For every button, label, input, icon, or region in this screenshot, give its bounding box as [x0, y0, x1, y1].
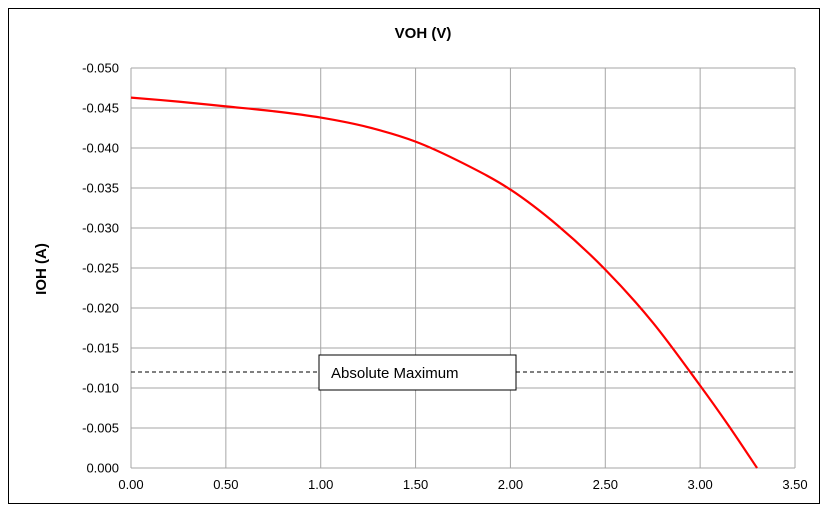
- y-tick-label: -0.015: [82, 341, 119, 356]
- y-tick-label: -0.045: [82, 101, 119, 116]
- x-tick-label: 1.00: [308, 477, 333, 492]
- y-tick-labels: 0.000 -0.005 -0.010 -0.015 -0.020 -0.025 -0.03…: [82, 61, 119, 476]
- y-tick-label: -0.010: [82, 381, 119, 396]
- chart-svg: 0.000 -0.005 -0.010 -0.015 -0.020 -0.025 -0.03…: [33, 25, 808, 492]
- y-tick-label: -0.035: [82, 181, 119, 196]
- annotation-label: Absolute Maximum: [331, 365, 459, 382]
- x-tick-label: 0.00: [118, 477, 143, 492]
- y-tick-label: -0.025: [82, 261, 119, 276]
- y-axis-title: IOH (A): [33, 243, 50, 295]
- x-tick-labels: 0.00 0.50 1.00 1.50 2.00 2.50 3.00 3.50: [118, 477, 807, 492]
- y-tick-label: -0.020: [82, 301, 119, 316]
- annotation-box: [318, 354, 517, 391]
- y-tick-label: 0.000: [86, 461, 119, 476]
- y-tick-label: -0.050: [82, 61, 119, 76]
- x-tick-label: 2.50: [593, 477, 618, 492]
- x-tick-label: 2.00: [498, 477, 523, 492]
- y-tick-label: -0.030: [82, 221, 119, 236]
- y-tick-label: -0.040: [82, 141, 119, 156]
- x-tick-label: 3.50: [782, 477, 807, 492]
- chart-title: VOH (V): [395, 25, 452, 42]
- y-tick-label: -0.005: [82, 421, 119, 436]
- chart-frame: 0.000 -0.005 -0.010 -0.015 -0.020 -0.025 -0.03…: [8, 8, 820, 504]
- x-tick-label: 1.50: [403, 477, 428, 492]
- series-layer: [130, 96, 758, 469]
- x-tick-label: 3.00: [687, 477, 712, 492]
- grid-layer: [130, 67, 796, 469]
- series-line: [130, 96, 758, 469]
- reference-line-group: Absolute Maximum: [131, 354, 795, 391]
- x-tick-label: 0.50: [213, 477, 238, 492]
